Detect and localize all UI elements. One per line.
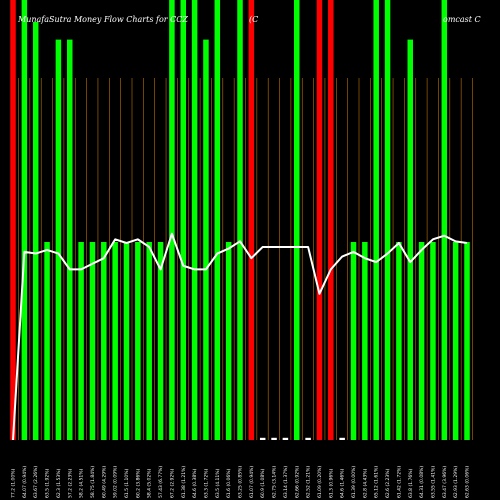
bar bbox=[101, 242, 107, 440]
x-tick-label: 62.8 (4.43%) bbox=[362, 468, 368, 498]
bar bbox=[157, 242, 164, 440]
bar bbox=[362, 242, 368, 440]
bar bbox=[259, 437, 266, 440]
bar bbox=[237, 0, 243, 440]
bar bbox=[271, 437, 277, 440]
x-tick-label: 63.47 (3.96%) bbox=[442, 466, 448, 498]
x-tick-label: 65.12 (1.61%) bbox=[374, 466, 380, 498]
bar bbox=[384, 0, 391, 440]
bar bbox=[180, 0, 186, 440]
bar bbox=[441, 0, 448, 440]
x-tick-label: 61.3 (0.96%) bbox=[328, 468, 334, 498]
x-tick-label: 77.2 (1.00%) bbox=[11, 468, 17, 498]
x-tick-label: 61.07 (0.94%) bbox=[249, 466, 255, 498]
x-tick-label: 62.3 (1.53%) bbox=[56, 468, 62, 498]
x-tick-label: 60.2 (3.86%) bbox=[135, 468, 141, 498]
bar bbox=[203, 39, 209, 440]
bars bbox=[10, 0, 470, 440]
bar bbox=[78, 242, 84, 440]
bar bbox=[32, 22, 39, 440]
bar bbox=[339, 437, 345, 440]
x-tick-label: 63.5 (1.92%) bbox=[45, 468, 51, 498]
x-tick-label: 61.39 (0.00%) bbox=[351, 466, 357, 498]
bar bbox=[350, 242, 357, 440]
bar bbox=[10, 0, 16, 440]
x-tick-label: 58.75 (1.84%) bbox=[90, 466, 96, 498]
x-tick-label: 63.55 (1.41%) bbox=[430, 466, 436, 498]
x-tick-label: 64.6 (1.46%) bbox=[340, 468, 346, 498]
bar bbox=[282, 437, 289, 440]
bar bbox=[316, 0, 323, 440]
x-tick-label: 61.6 (0.06%) bbox=[226, 468, 232, 498]
x-tick-label: 57.43 (6.77%) bbox=[158, 466, 164, 498]
bar bbox=[407, 39, 413, 440]
x-tick-label: 63.8 (1.76%) bbox=[408, 468, 414, 498]
bar bbox=[248, 0, 255, 440]
x-tick-label: 62.63 (0.06%) bbox=[465, 466, 471, 498]
bar bbox=[123, 242, 130, 440]
x-tick-label: 61.38 (1.21%) bbox=[181, 466, 187, 498]
x-tick-label: 58.2 (4.51%) bbox=[79, 468, 85, 498]
line-series bbox=[12, 232, 468, 441]
x-tick-label: 61.5 (1.10%) bbox=[124, 468, 130, 498]
chart-title-mid: (C bbox=[249, 15, 258, 24]
bar bbox=[89, 242, 96, 440]
bar bbox=[464, 242, 470, 440]
x-tick-label: 63.3 (1.72%) bbox=[203, 468, 209, 498]
x-tick-label: 63.5 (4.11%) bbox=[215, 468, 221, 498]
x-tick-label: 62.93 (1.29%) bbox=[453, 466, 459, 498]
x-tick-label: 67.2 (2.92%) bbox=[169, 468, 175, 498]
x-tick-label: 63.14 (1.37%) bbox=[283, 466, 289, 498]
bar bbox=[294, 0, 300, 440]
bar bbox=[373, 0, 379, 440]
bar bbox=[396, 242, 402, 440]
grid-lines bbox=[18, 78, 473, 440]
bar bbox=[418, 242, 425, 440]
bar bbox=[112, 242, 118, 440]
x-tick-label: 61.09 (0.20%) bbox=[317, 466, 323, 498]
bar bbox=[225, 242, 232, 440]
bar bbox=[430, 242, 436, 440]
x-tick-label: 60.9 (1.08%) bbox=[260, 468, 266, 498]
x-tick-label: 61.42 (1.72%) bbox=[396, 466, 402, 498]
bar bbox=[55, 39, 62, 440]
x-tick-label: 64.31 (0.08%) bbox=[419, 466, 425, 498]
bar bbox=[214, 0, 221, 440]
bar bbox=[44, 242, 50, 440]
x-tick-label: 58.4 (5.02%) bbox=[147, 468, 153, 498]
x-tick-label: 60.49 (4.29%) bbox=[101, 466, 107, 498]
bar bbox=[135, 242, 141, 440]
bar bbox=[21, 0, 28, 440]
tick-labels: 77.2 (1.00%) 64.07 (0.94%) 63.67 (2.26%) 63… bbox=[11, 466, 471, 498]
x-tick-label: 57.2 (2.23%) bbox=[67, 468, 73, 498]
bar bbox=[452, 242, 459, 440]
money-flow-line bbox=[12, 232, 468, 441]
x-tick-label: 63.25 (0.85%) bbox=[238, 466, 244, 498]
x-tick-label: 62.66 (0.92%) bbox=[294, 466, 300, 498]
x-tick-label: 64.07 (0.94%) bbox=[22, 466, 28, 498]
x-tick-label: 59.02 (0.09%) bbox=[113, 466, 119, 498]
x-tick-label: 62.6 (2.23%) bbox=[385, 468, 391, 498]
chart-title-right: omcast C bbox=[443, 15, 481, 24]
bar bbox=[169, 0, 175, 440]
bar bbox=[191, 0, 198, 440]
x-tick-label: 63.67 (2.26%) bbox=[33, 466, 39, 498]
bar bbox=[328, 0, 334, 440]
bar bbox=[146, 242, 152, 440]
bar bbox=[305, 437, 311, 440]
x-tick-label: 64.6 (0.38%) bbox=[192, 468, 198, 498]
chart-title-left: MunafaSutra Money Flow Charts for CCZ bbox=[17, 15, 188, 24]
x-tick-label: 62.52 (1.21%) bbox=[306, 466, 312, 498]
bar bbox=[67, 39, 73, 440]
x-tick-label: 62.75 (3.14%) bbox=[272, 466, 278, 498]
